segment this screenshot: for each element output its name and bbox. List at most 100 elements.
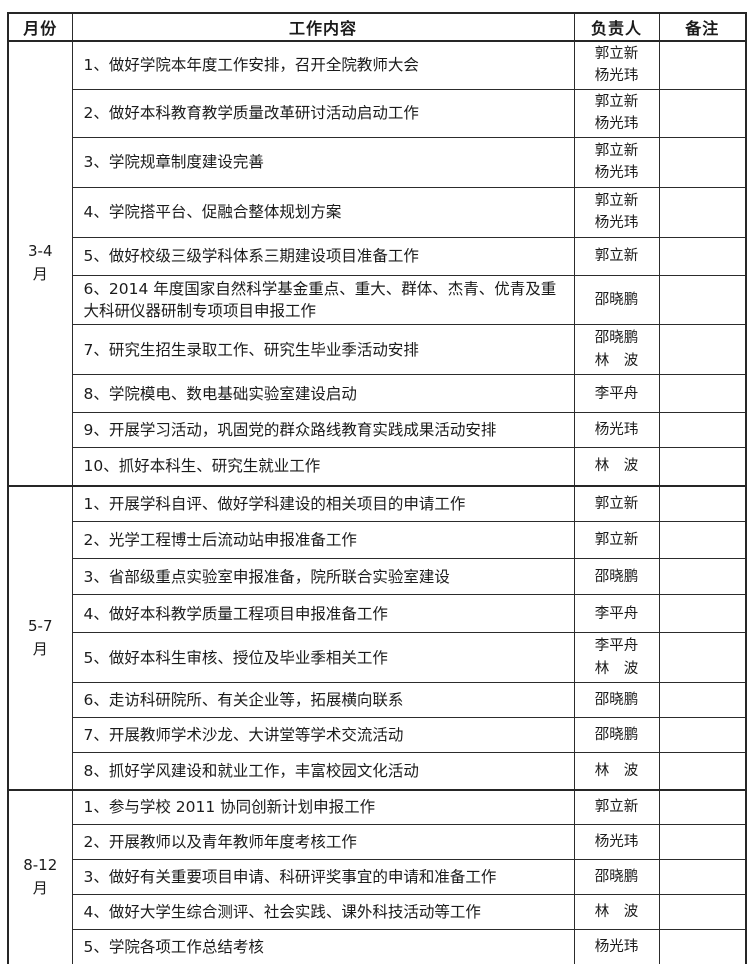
remark-cell — [658, 717, 747, 754]
table-row: 6、走访科研院所、有关企业等，拓展横向联系 邵晓鹏 — [8, 682, 747, 719]
remark-cell — [658, 374, 747, 414]
person-cell: 杨光玮 — [573, 929, 660, 964]
content-cell: 1、做好学院本年度工作安排，召开全院教师大会 — [71, 40, 575, 90]
remark-cell — [658, 824, 747, 861]
person-cell: 郭立新 — [573, 236, 660, 276]
content-cell: 10、抓好本科生、研究生就业工作 — [71, 447, 575, 487]
remark-cell — [658, 40, 747, 90]
table-row: 5、学院各项工作总结考核 杨光玮 — [8, 929, 747, 964]
person-cell: 邵晓鹏 — [573, 859, 660, 896]
remark-cell — [658, 186, 747, 238]
content-cell: 5、做好本科生审核、授位及毕业季相关工作 — [71, 632, 575, 684]
person-cell: 林 波 — [573, 894, 660, 931]
month-cell-group3: 8-12 月 — [7, 788, 73, 964]
content-cell: 8、抓好学风建设和就业工作，丰富校园文化活动 — [71, 752, 575, 791]
header-remark: 备注 — [658, 12, 747, 42]
table-row: 6、2014 年度国家自然科学基金重点、重大、群体、杰青、优青及重大科研仪器研制… — [8, 274, 747, 326]
table-row: 5-7 月 1、开展学科自评、做好学科建设的相关项目的申请工作 郭立新 — [7, 484, 747, 791]
person-cell: 邵晓鹏 — [573, 558, 660, 596]
table-row: 2、光学工程博士后流动站申报准备工作 郭立新 — [8, 521, 747, 560]
content-cell: 2、光学工程博士后流动站申报准备工作 — [71, 521, 575, 560]
remark-cell — [658, 88, 747, 138]
table-header-row: 月份 工作内容 负责人 备注 — [7, 12, 747, 42]
remark-cell — [658, 521, 747, 560]
table-row: 2、做好本科教育教学质量改革研讨活动启动工作 郭立新 杨光玮 — [8, 88, 747, 138]
table-row: 8-12 月 1、参与学校 2011 协同创新计划申报工作 郭立新 — [7, 788, 747, 964]
month-cell-group1: 3-4 月 — [7, 40, 73, 487]
remark-cell — [658, 752, 747, 791]
person-cell: 邵晓鹏 — [573, 274, 660, 326]
person-cell: 林 波 — [573, 752, 660, 791]
table-row: 5、做好本科生审核、授位及毕业季相关工作 李平舟 林 波 — [8, 632, 747, 684]
person-cell: 郭立新 — [573, 788, 660, 826]
remark-cell — [658, 484, 747, 523]
person-cell: 郭立新 杨光玮 — [573, 186, 660, 238]
content-cell: 1、参与学校 2011 协同创新计划申报工作 — [71, 788, 575, 826]
remark-cell — [658, 324, 747, 376]
table-row: 5、做好校级三级学科体系三期建设项目准备工作 郭立新 — [8, 236, 747, 276]
remark-cell — [658, 447, 747, 487]
remark-cell — [658, 929, 747, 964]
remark-cell — [658, 682, 747, 719]
person-cell: 郭立新 杨光玮 — [573, 88, 660, 138]
content-cell: 4、学院搭平台、促融合整体规划方案 — [71, 186, 575, 238]
table-row: 10、抓好本科生、研究生就业工作 林 波 — [8, 447, 747, 487]
table-row: 8、抓好学风建设和就业工作，丰富校园文化活动 林 波 — [8, 752, 747, 791]
person-cell: 李平舟 — [573, 594, 660, 634]
person-cell: 邵晓鹏 林 波 — [573, 324, 660, 376]
content-cell: 9、开展学习活动，巩固党的群众路线教育实践成果活动安排 — [71, 412, 575, 449]
remark-cell — [658, 412, 747, 449]
table-row: 4、做好大学生综合测评、社会实践、课外科技活动等工作 林 波 — [8, 894, 747, 931]
content-cell: 3、学院规章制度建设完善 — [71, 136, 575, 188]
remark-cell — [658, 594, 747, 634]
content-cell: 7、研究生招生录取工作、研究生毕业季活动安排 — [71, 324, 575, 376]
person-cell: 郭立新 杨光玮 — [573, 136, 660, 188]
table-row: 9、开展学习活动，巩固党的群众路线教育实践成果活动安排 杨光玮 — [8, 412, 747, 449]
content-cell: 6、走访科研院所、有关企业等，拓展横向联系 — [71, 682, 575, 719]
content-cell: 3、做好有关重要项目申请、科研评奖事宜的申请和准备工作 — [71, 859, 575, 896]
work-plan-table: 月份 工作内容 负责人 备注 3-4 月 1、做好学院本年度工作安排，召开全院教… — [7, 12, 747, 964]
content-cell: 4、做好大学生综合测评、社会实践、课外科技活动等工作 — [71, 894, 575, 931]
table-row: 7、研究生招生录取工作、研究生毕业季活动安排 邵晓鹏 林 波 — [8, 324, 747, 376]
content-cell: 7、开展教师学术沙龙、大讲堂等学术交流活动 — [71, 717, 575, 754]
header-person: 负责人 — [573, 12, 660, 42]
content-cell: 4、做好本科教学质量工程项目申报准备工作 — [71, 594, 575, 634]
remark-cell — [658, 558, 747, 596]
content-cell: 2、做好本科教育教学质量改革研讨活动启动工作 — [71, 88, 575, 138]
remark-cell — [658, 788, 747, 826]
person-cell: 郭立新 — [573, 484, 660, 523]
content-cell: 8、学院模电、数电基础实验室建设启动 — [71, 374, 575, 414]
person-cell: 李平舟 林 波 — [573, 632, 660, 684]
table-row: 3-4 月 1、做好学院本年度工作安排，召开全院教师大会 郭立新 杨光玮 — [7, 40, 747, 487]
remark-cell — [658, 274, 747, 326]
month-cell-group2: 5-7 月 — [7, 484, 73, 791]
person-cell: 杨光玮 — [573, 412, 660, 449]
table-row: 4、学院搭平台、促融合整体规划方案 郭立新 杨光玮 — [8, 186, 747, 238]
remark-cell — [658, 894, 747, 931]
table-row: 3、学院规章制度建设完善 郭立新 杨光玮 — [8, 136, 747, 188]
person-cell: 李平舟 — [573, 374, 660, 414]
content-cell: 6、2014 年度国家自然科学基金重点、重大、群体、杰青、优青及重大科研仪器研制… — [71, 274, 575, 326]
content-cell: 1、开展学科自评、做好学科建设的相关项目的申请工作 — [71, 484, 575, 523]
remark-cell — [658, 236, 747, 276]
content-cell: 2、开展教师以及青年教师年度考核工作 — [71, 824, 575, 861]
table-row: 3、省部级重点实验室申报准备，院所联合实验室建设 邵晓鹏 — [8, 558, 747, 596]
header-month: 月份 — [7, 12, 73, 42]
header-content: 工作内容 — [71, 12, 575, 42]
content-cell: 3、省部级重点实验室申报准备，院所联合实验室建设 — [71, 558, 575, 596]
table-row: 8、学院模电、数电基础实验室建设启动 李平舟 — [8, 374, 747, 414]
person-cell: 郭立新 — [573, 521, 660, 560]
content-cell: 5、做好校级三级学科体系三期建设项目准备工作 — [71, 236, 575, 276]
table-row: 7、开展教师学术沙龙、大讲堂等学术交流活动 邵晓鹏 — [8, 717, 747, 754]
table-row: 3、做好有关重要项目申请、科研评奖事宜的申请和准备工作 邵晓鹏 — [8, 859, 747, 896]
person-cell: 杨光玮 — [573, 824, 660, 861]
person-cell: 邵晓鹏 — [573, 717, 660, 754]
remark-cell — [658, 859, 747, 896]
remark-cell — [658, 136, 747, 188]
content-cell: 5、学院各项工作总结考核 — [71, 929, 575, 964]
remark-cell — [658, 632, 747, 684]
person-cell: 郭立新 杨光玮 — [573, 40, 660, 90]
person-cell: 林 波 — [573, 447, 660, 487]
table-row: 4、做好本科教学质量工程项目申报准备工作 李平舟 — [8, 594, 747, 634]
